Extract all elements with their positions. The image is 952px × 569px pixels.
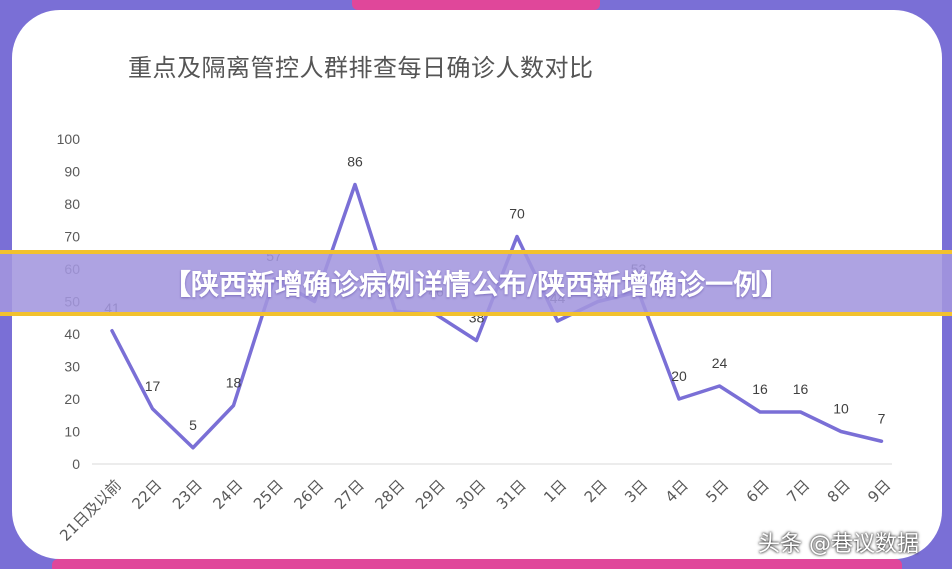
x-tick-label: 27日	[331, 476, 368, 513]
y-tick-label: 20	[64, 391, 80, 407]
x-tick-label: 25日	[250, 476, 287, 513]
chart-title: 重点及隔离管控人群排查每日确诊人数对比	[128, 54, 594, 82]
x-tick-label: 7日	[783, 476, 813, 506]
data-label: 16	[752, 381, 768, 397]
y-tick-label: 90	[64, 164, 80, 180]
data-label: 24	[712, 355, 728, 371]
data-label: 17	[145, 378, 161, 394]
data-label: 16	[793, 381, 809, 397]
data-label: 5	[189, 417, 197, 433]
y-tick-label: 70	[64, 229, 80, 245]
x-tick-label: 5日	[702, 476, 732, 506]
x-tick-label: 31日	[493, 476, 530, 513]
bottom-accent-bar	[52, 559, 902, 569]
data-label: 10	[833, 401, 849, 417]
x-tick-label: 29日	[412, 476, 449, 513]
x-tick-label: 9日	[864, 476, 894, 506]
headline-banner: 【陕西新增确诊病例详情公布/陕西新增确诊一例】	[0, 250, 952, 316]
top-accent-bar	[352, 0, 600, 10]
y-tick-label: 30	[64, 359, 80, 375]
x-tick-label: 21日及以前	[56, 476, 125, 545]
x-tick-label: 22日	[128, 476, 165, 513]
data-label: 70	[509, 206, 525, 222]
watermark-text: 头条 @巷议数据	[758, 532, 919, 557]
data-label: 20	[671, 368, 687, 384]
y-tick-label: 0	[72, 456, 80, 472]
x-tick-label: 28日	[371, 476, 408, 513]
x-tick-label: 1日	[540, 476, 570, 506]
x-tick-label: 23日	[169, 476, 206, 513]
x-tick-label: 6日	[743, 476, 773, 506]
x-tick-label: 30日	[452, 476, 489, 513]
x-tick-label: 26日	[290, 476, 327, 513]
x-tick-label: 8日	[824, 476, 854, 506]
data-label: 86	[347, 154, 363, 170]
data-label: 18	[226, 375, 242, 391]
x-tick-label: 3日	[621, 476, 651, 506]
y-tick-label: 80	[64, 196, 80, 212]
y-tick-label: 10	[64, 424, 80, 440]
x-tick-label: 24日	[209, 476, 246, 513]
x-tick-label: 4日	[662, 476, 692, 506]
x-tick-label: 2日	[581, 476, 611, 506]
data-label: 7	[878, 410, 886, 426]
y-tick-label: 100	[57, 131, 81, 147]
series-line	[110, 182, 884, 450]
y-tick-label: 40	[64, 326, 80, 342]
